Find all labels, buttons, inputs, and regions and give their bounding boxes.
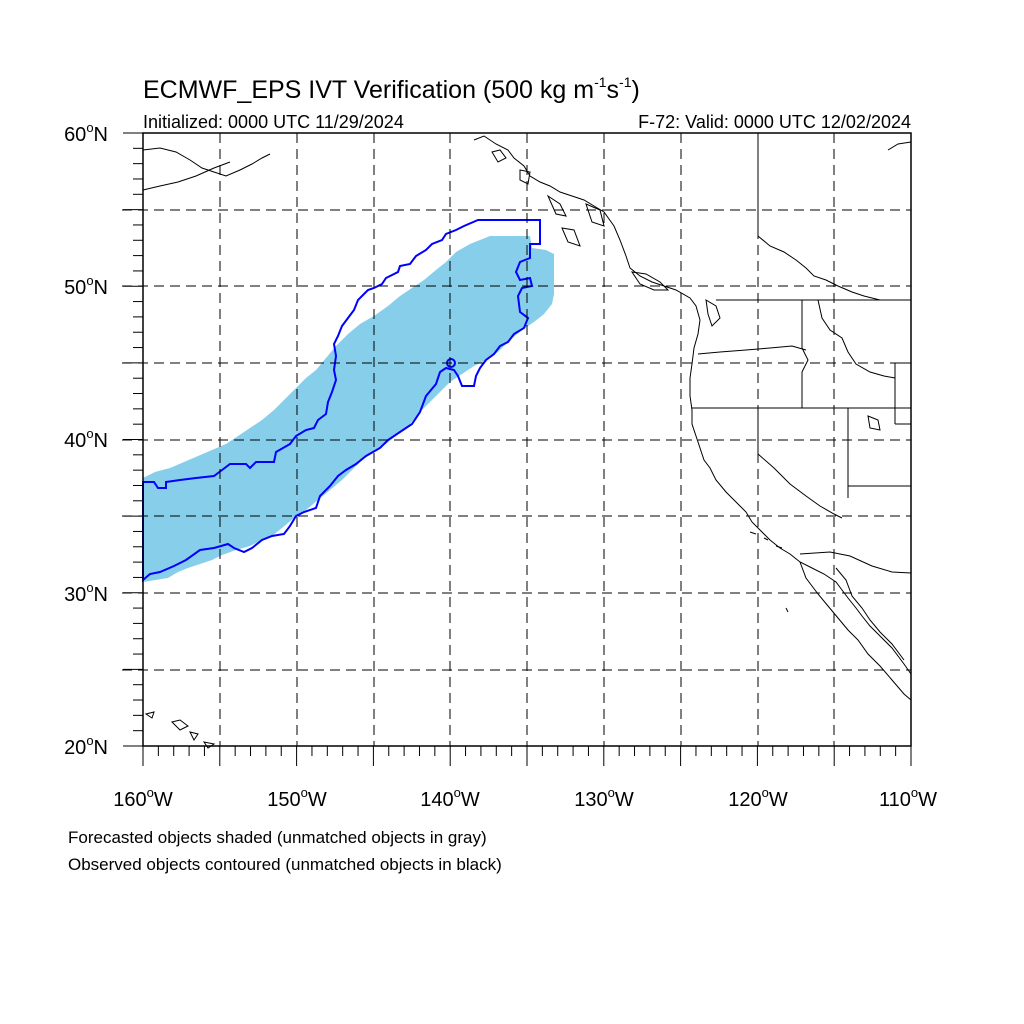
lat-label-20: 20oN	[64, 733, 108, 759]
footnote-forecast: Forecasted objects shaded (unmatched obj…	[68, 828, 487, 847]
lat-label-40: 40oN	[64, 426, 108, 452]
valid-label: F-72: Valid: 0000 UTC 12/02/2024	[638, 112, 911, 132]
state-borders	[692, 133, 912, 574]
footnote-observed: Observed objects contoured (unmatched ob…	[68, 855, 502, 874]
axis-ticks	[123, 132, 912, 766]
lat-label-30: 30oN	[64, 580, 108, 606]
graticule	[122, 133, 911, 746]
lon-label-130: 130oW	[574, 785, 634, 811]
lon-label-140: 140oW	[420, 785, 480, 811]
initialized-label: Initialized: 0000 UTC 11/29/2024	[143, 112, 404, 132]
lon-label-120: 120oW	[728, 785, 788, 811]
lon-label-160: 160oW	[113, 785, 173, 811]
lon-label-150: 150oW	[267, 785, 327, 811]
lat-label-60: 60oN	[64, 120, 108, 146]
forecast-object	[143, 236, 554, 582]
lat-label-50: 50oN	[64, 273, 108, 299]
lon-labels: 160oW 150oW 140oW 130oW 120oW 110oW	[113, 785, 937, 811]
observed-contour	[142, 219, 541, 583]
coastlines	[142, 135, 912, 749]
lon-label-110: 110oW	[879, 785, 937, 811]
figure-title: ECMWF_EPS IVT Verification (500 kg m-1s-…	[143, 74, 640, 104]
lat-labels: 60oN 50oN 40oN 30oN 20oN	[64, 120, 108, 759]
